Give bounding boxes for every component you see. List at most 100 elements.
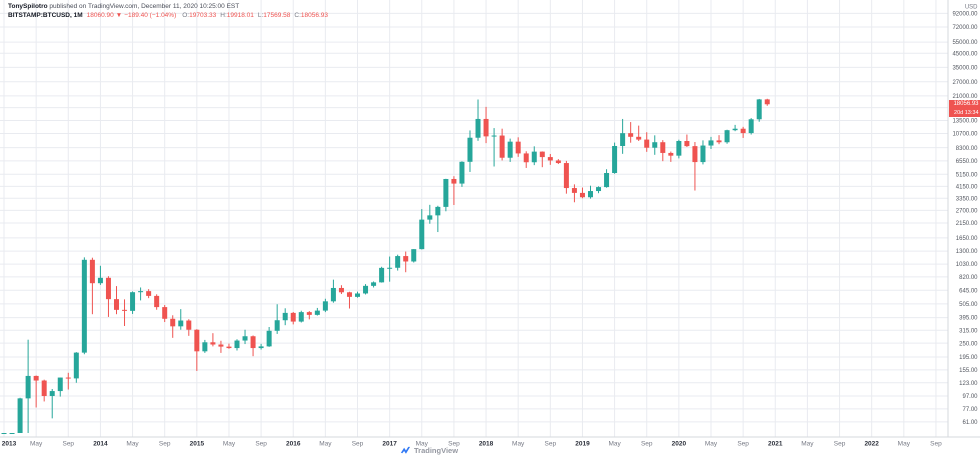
candle-body[interactable] xyxy=(612,145,618,174)
candle-body[interactable] xyxy=(49,391,55,397)
candle-body[interactable] xyxy=(170,318,176,327)
candle-body[interactable] xyxy=(338,287,344,293)
candle-body[interactable] xyxy=(668,152,674,156)
candle-body[interactable] xyxy=(652,142,658,148)
candle-body[interactable] xyxy=(65,377,71,379)
candle-body[interactable] xyxy=(186,320,192,330)
candle-series[interactable] xyxy=(1,98,770,434)
candle-body[interactable] xyxy=(25,375,31,399)
candle-body[interactable] xyxy=(700,145,706,163)
candle-body[interactable] xyxy=(218,344,224,347)
candle-body[interactable] xyxy=(234,340,240,349)
candle-body[interactable] xyxy=(363,285,369,294)
candle-body[interactable] xyxy=(113,299,119,310)
time-axis[interactable] xyxy=(0,437,980,457)
candle-body[interactable] xyxy=(178,320,184,327)
candle-body[interactable] xyxy=(684,141,690,147)
candle-body[interactable] xyxy=(89,259,95,284)
candle-body[interactable] xyxy=(555,160,561,164)
candle-body[interactable] xyxy=(724,130,730,143)
candle-body[interactable] xyxy=(194,329,200,352)
candle-body[interactable] xyxy=(531,151,537,163)
candle-body[interactable] xyxy=(9,433,15,434)
candle-body[interactable] xyxy=(314,310,320,315)
candle-body[interactable] xyxy=(435,206,441,216)
candle-body[interactable] xyxy=(692,146,698,163)
candle-body[interactable] xyxy=(515,141,521,154)
candle-body[interactable] xyxy=(419,219,425,250)
candle-body[interactable] xyxy=(748,119,754,134)
candle-body[interactable] xyxy=(628,133,634,137)
candle-body[interactable] xyxy=(130,292,136,311)
candle-body[interactable] xyxy=(571,188,577,193)
candle-body[interactable] xyxy=(202,342,208,352)
symbol-name[interactable]: BITSTAMP:BTCUSD, 1M xyxy=(8,12,83,19)
candle-body[interactable] xyxy=(620,133,626,146)
candle-body[interactable] xyxy=(258,346,264,349)
candle-body[interactable] xyxy=(587,191,593,198)
candle-body[interactable] xyxy=(563,163,569,189)
candle-body[interactable] xyxy=(547,157,553,161)
candle-body[interactable] xyxy=(387,267,393,269)
candle-body[interactable] xyxy=(491,135,497,137)
candle-body[interactable] xyxy=(81,259,87,353)
candle-body[interactable] xyxy=(17,398,23,433)
candle-body[interactable] xyxy=(210,342,216,345)
candle-body[interactable] xyxy=(756,99,762,120)
candle-body[interactable] xyxy=(708,140,714,146)
candle-body[interactable] xyxy=(596,187,602,192)
candle-body[interactable] xyxy=(105,277,111,300)
candle-body[interactable] xyxy=(290,312,296,322)
candle-body[interactable] xyxy=(427,215,433,220)
candle-body[interactable] xyxy=(507,141,513,158)
candle-body[interactable] xyxy=(644,139,650,148)
candle-body[interactable] xyxy=(97,277,103,284)
tradingview-logo[interactable]: TradingView xyxy=(400,445,458,456)
candle-body[interactable] xyxy=(740,128,746,134)
candle-body[interactable] xyxy=(298,312,304,322)
candle-body[interactable] xyxy=(138,291,144,293)
candle-body[interactable] xyxy=(379,267,385,283)
symbol-legend[interactable]: BITSTAMP:BTCUSD, 1M 18060.90 ▼ −189.40 (−1.… xyxy=(8,12,328,20)
candle-body[interactable] xyxy=(282,312,288,321)
price-axis[interactable] xyxy=(948,0,980,437)
candle-body[interactable] xyxy=(732,128,738,131)
candle-body[interactable] xyxy=(411,249,417,262)
candle-body[interactable] xyxy=(266,330,272,347)
candle-body[interactable] xyxy=(467,137,473,162)
candle-body[interactable] xyxy=(499,135,505,158)
candle-body[interactable] xyxy=(764,99,770,105)
candle-body[interactable] xyxy=(579,192,585,198)
candle-body[interactable] xyxy=(226,346,232,349)
candle-body[interactable] xyxy=(306,312,312,315)
candle-body[interactable] xyxy=(122,309,128,311)
candle-body[interactable] xyxy=(660,142,666,153)
candle-body[interactable] xyxy=(355,293,361,297)
candle-body[interactable] xyxy=(162,307,168,319)
candle-body[interactable] xyxy=(451,178,457,184)
candle-body[interactable] xyxy=(274,320,280,331)
candle-body[interactable] xyxy=(41,380,47,397)
candle-body[interactable] xyxy=(676,141,682,156)
candle-body[interactable] xyxy=(459,161,465,184)
candle-body[interactable] xyxy=(73,352,79,379)
candle-body[interactable] xyxy=(475,118,481,138)
candle-body[interactable] xyxy=(716,140,722,143)
candle-body[interactable] xyxy=(1,433,7,434)
candle-body[interactable] xyxy=(330,287,336,302)
candle-body[interactable] xyxy=(395,256,401,268)
candle-body[interactable] xyxy=(33,375,39,381)
candle-body[interactable] xyxy=(371,282,377,286)
candle-body[interactable] xyxy=(346,292,352,297)
candle-body[interactable] xyxy=(604,173,610,188)
candle-body[interactable] xyxy=(146,291,152,296)
candle-body[interactable] xyxy=(483,118,489,137)
candle-body[interactable] xyxy=(322,301,328,311)
candle-body[interactable] xyxy=(403,256,409,262)
candle-body[interactable] xyxy=(242,336,248,341)
candle-body[interactable] xyxy=(443,178,449,207)
candle-body[interactable] xyxy=(523,153,529,163)
candle-body[interactable] xyxy=(636,136,642,140)
candle-body[interactable] xyxy=(154,295,160,308)
